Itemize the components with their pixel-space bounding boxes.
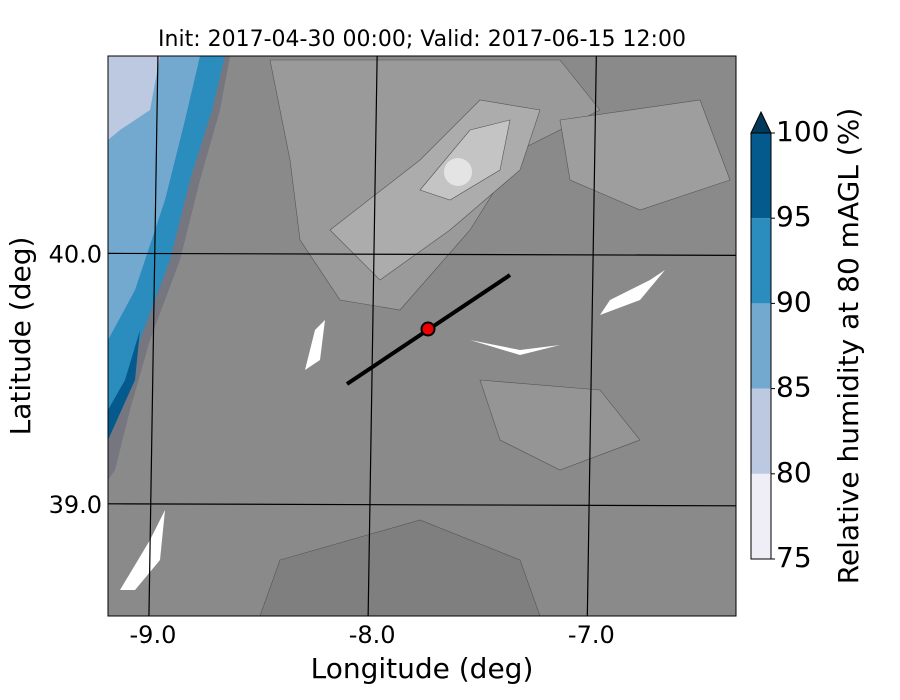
colorbar-tick-label: 75 (776, 541, 812, 574)
colorbar-segment (751, 388, 771, 474)
map-frame (107, 55, 737, 617)
colorbar-segment (751, 218, 771, 304)
site-marker (420, 321, 436, 337)
x-axis-label: Longitude (deg) (311, 652, 534, 685)
colorbar-tick-label: 85 (776, 371, 812, 404)
x-tick-label: -7.0 (568, 621, 615, 649)
x-tick-label: -8.0 (349, 621, 396, 649)
meridian (367, 56, 378, 616)
colorbar-frame (750, 132, 772, 560)
meridian (586, 56, 597, 616)
colorbar-segment (751, 133, 771, 219)
colorbar-segment (751, 473, 771, 559)
colorbar-tick-label: 90 (776, 285, 812, 318)
colorbar-tick-label: 100 (776, 115, 829, 148)
x-tick-label: -9.0 (130, 621, 177, 649)
colorbar-tick-label: 95 (776, 200, 812, 233)
y-tick-label: 39.0 (49, 491, 102, 519)
colorbar-segment (751, 303, 771, 389)
parallel (108, 503, 736, 507)
parallel (108, 252, 736, 256)
colorbar-tick-label: 80 (776, 456, 812, 489)
chart-title: Init: 2017-04-30 00:00; Valid: 2017-06-1… (158, 27, 686, 52)
colorbar-label: Relative humidity at 80 mAGL (%) (832, 108, 865, 585)
map-terrain (108, 56, 736, 616)
y-tick-label: 40.0 (49, 240, 102, 268)
colorbar-extend (750, 110, 772, 134)
meridian (148, 56, 159, 616)
y-axis-label: Latitude (deg) (4, 237, 37, 436)
